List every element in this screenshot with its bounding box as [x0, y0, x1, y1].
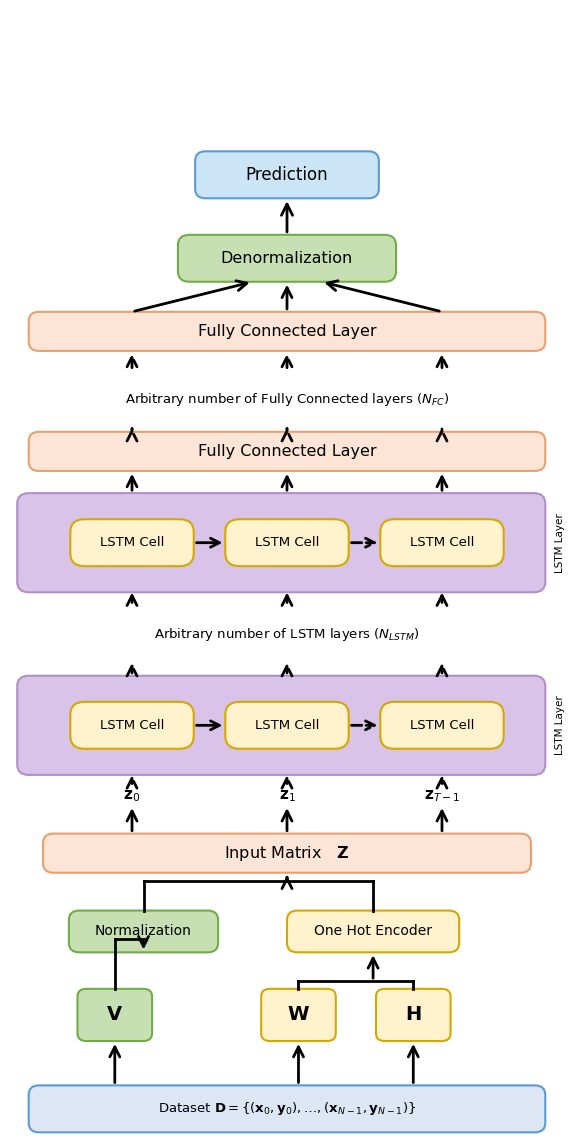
Text: LSTM Cell: LSTM Cell [255, 719, 319, 731]
Text: Dataset $\mathbf{D} = \{(\mathbf{x}_0, \mathbf{y}_0), \ldots, (\mathbf{x}_{N-1},: Dataset $\mathbf{D} = \{(\mathbf{x}_0, \… [158, 1101, 416, 1117]
Text: LSTM Layer: LSTM Layer [554, 513, 565, 573]
Text: $\mathbf{V}$: $\mathbf{V}$ [106, 1006, 123, 1024]
Text: $\mathbf{z}_0$: $\mathbf{z}_0$ [123, 788, 141, 804]
Text: $\mathbf{z}_1$: $\mathbf{z}_1$ [278, 788, 296, 804]
FancyBboxPatch shape [376, 988, 451, 1041]
FancyBboxPatch shape [195, 152, 379, 199]
FancyBboxPatch shape [261, 988, 336, 1041]
Text: One Hot Encoder: One Hot Encoder [314, 924, 432, 938]
Text: Normalization: Normalization [95, 924, 192, 938]
Text: LSTM Cell: LSTM Cell [100, 536, 164, 549]
FancyBboxPatch shape [69, 910, 218, 953]
FancyBboxPatch shape [70, 519, 194, 566]
FancyBboxPatch shape [29, 312, 545, 351]
FancyBboxPatch shape [225, 701, 348, 748]
FancyBboxPatch shape [17, 676, 545, 775]
FancyBboxPatch shape [287, 910, 459, 953]
FancyBboxPatch shape [381, 519, 504, 566]
FancyBboxPatch shape [29, 1085, 545, 1132]
FancyBboxPatch shape [70, 701, 194, 748]
FancyBboxPatch shape [29, 432, 545, 471]
Text: LSTM Layer: LSTM Layer [554, 696, 565, 755]
Text: LSTM Cell: LSTM Cell [100, 719, 164, 731]
Text: LSTM Cell: LSTM Cell [410, 719, 474, 731]
Text: Prediction: Prediction [246, 165, 328, 184]
Text: Fully Connected Layer: Fully Connected Layer [197, 444, 377, 459]
FancyBboxPatch shape [381, 701, 504, 748]
FancyBboxPatch shape [178, 235, 396, 281]
Text: LSTM Cell: LSTM Cell [410, 536, 474, 549]
Text: Denormalization: Denormalization [221, 250, 353, 266]
Text: Input Matrix   $\mathbf{Z}$: Input Matrix $\mathbf{Z}$ [224, 844, 350, 862]
FancyBboxPatch shape [225, 519, 348, 566]
Text: Arbitrary number of LSTM layers ($N_{LSTM}$): Arbitrary number of LSTM layers ($N_{LST… [154, 626, 420, 643]
Text: $\mathbf{W}$: $\mathbf{W}$ [287, 1006, 310, 1024]
Text: $\mathbf{H}$: $\mathbf{H}$ [405, 1006, 421, 1024]
Text: Fully Connected Layer: Fully Connected Layer [197, 324, 377, 339]
Text: LSTM Cell: LSTM Cell [255, 536, 319, 549]
Text: $\mathbf{z}_{T-1}$: $\mathbf{z}_{T-1}$ [424, 788, 460, 804]
FancyBboxPatch shape [17, 494, 545, 592]
Text: Arbitrary number of Fully Connected layers ($N_{FC}$): Arbitrary number of Fully Connected laye… [125, 390, 449, 408]
FancyBboxPatch shape [43, 833, 531, 872]
FancyBboxPatch shape [77, 988, 152, 1041]
